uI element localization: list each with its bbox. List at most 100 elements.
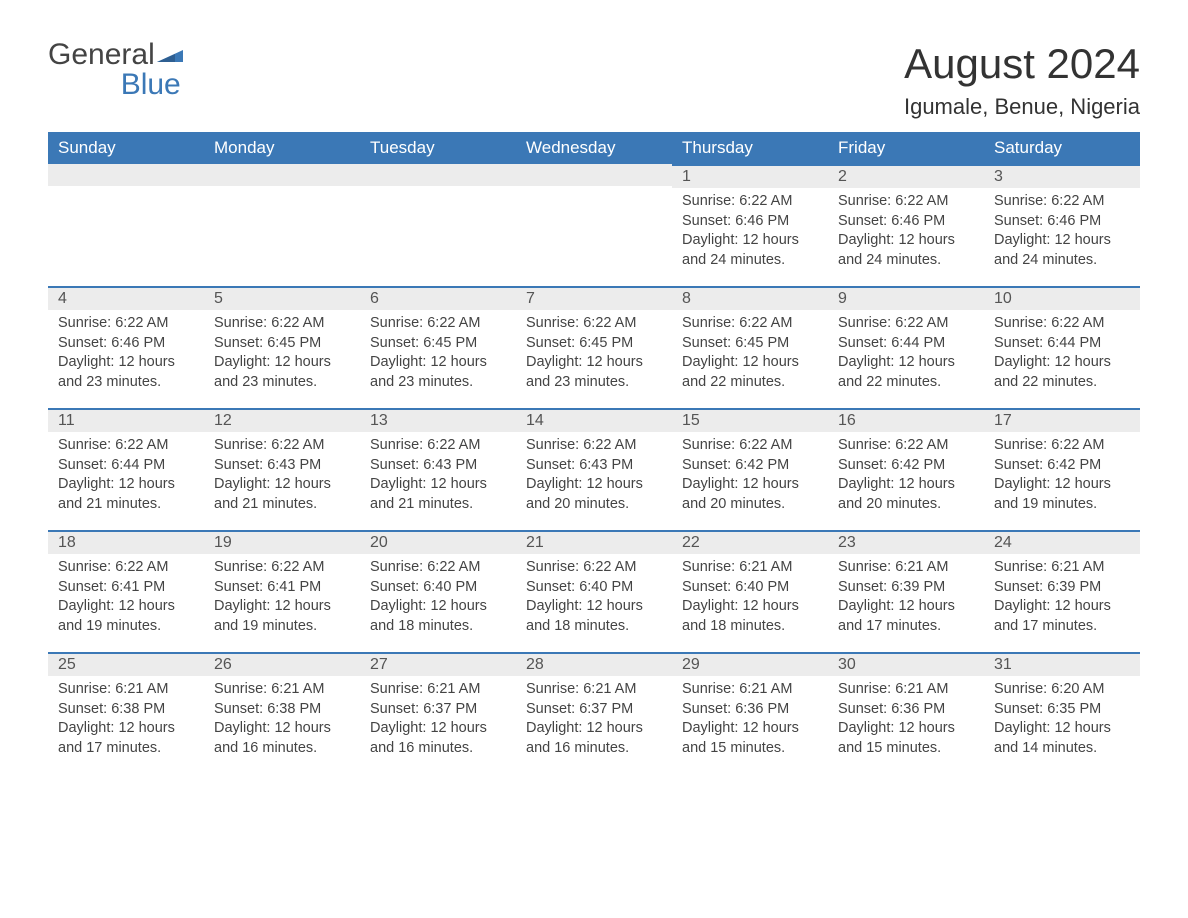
day-daylight2: and 18 minutes. (682, 617, 818, 637)
day-cell: 24Sunrise: 6:21 AMSunset: 6:39 PMDayligh… (984, 530, 1140, 652)
column-header: Friday (828, 132, 984, 164)
day-sunrise: Sunrise: 6:22 AM (214, 558, 350, 578)
empty-cell (516, 164, 672, 286)
day-cell: 9Sunrise: 6:22 AMSunset: 6:44 PMDaylight… (828, 286, 984, 408)
day-daylight1: Daylight: 12 hours (526, 719, 662, 739)
day-details: Sunrise: 6:21 AMSunset: 6:38 PMDaylight:… (204, 676, 360, 762)
day-cell: 12Sunrise: 6:22 AMSunset: 6:43 PMDayligh… (204, 408, 360, 530)
day-sunset: Sunset: 6:42 PM (682, 456, 818, 476)
day-number: 6 (360, 286, 516, 310)
day-details: Sunrise: 6:22 AMSunset: 6:46 PMDaylight:… (984, 188, 1140, 274)
day-sunrise: Sunrise: 6:22 AM (838, 192, 974, 212)
day-number: 4 (48, 286, 204, 310)
day-daylight1: Daylight: 12 hours (682, 353, 818, 373)
day-sunset: Sunset: 6:42 PM (994, 456, 1130, 476)
day-daylight2: and 22 minutes. (682, 373, 818, 393)
day-sunrise: Sunrise: 6:21 AM (682, 680, 818, 700)
day-daylight1: Daylight: 12 hours (994, 231, 1130, 251)
day-daylight2: and 20 minutes. (838, 495, 974, 515)
day-sunrise: Sunrise: 6:21 AM (838, 558, 974, 578)
day-daylight1: Daylight: 12 hours (214, 719, 350, 739)
day-sunset: Sunset: 6:41 PM (214, 578, 350, 598)
day-daylight1: Daylight: 12 hours (58, 475, 194, 495)
day-sunset: Sunset: 6:37 PM (370, 700, 506, 720)
calendar-week: 1Sunrise: 6:22 AMSunset: 6:46 PMDaylight… (48, 164, 1140, 286)
day-cell: 27Sunrise: 6:21 AMSunset: 6:37 PMDayligh… (360, 652, 516, 774)
day-details: Sunrise: 6:22 AMSunset: 6:45 PMDaylight:… (672, 310, 828, 396)
day-sunrise: Sunrise: 6:21 AM (214, 680, 350, 700)
day-sunset: Sunset: 6:45 PM (526, 334, 662, 354)
calendar-week: 4 Sunrise: 6:22 AM Sunset: 6:46 PM Daylight… (48, 286, 1140, 408)
day-details: Sunrise: 6:22 AMSunset: 6:44 PMDaylight:… (48, 432, 204, 518)
day-sunset: Sunset: 6:43 PM (526, 456, 662, 476)
day-daylight2: and 23 minutes. (214, 373, 350, 393)
day-daylight2: and 16 minutes. (526, 739, 662, 759)
day-details: Sunrise: 6:22 AMSunset: 6:45 PMDaylight:… (516, 310, 672, 396)
day-details: Sunrise: 6:22 AMSunset: 6:45 PMDaylight:… (204, 310, 360, 396)
day-daylight2: and 17 minutes. (994, 617, 1130, 637)
day-daylight1: Daylight: 12 hours (526, 475, 662, 495)
day-daylight1: Daylight: 12 hours (682, 597, 818, 617)
column-header: Tuesday (360, 132, 516, 164)
day-daylight2: and 18 minutes. (370, 617, 506, 637)
empty-day-bar (360, 164, 516, 186)
day-details: Sunrise: 6:22 AMSunset: 6:44 PMDaylight:… (984, 310, 1140, 396)
day-details: Sunrise: 6:22 AMSunset: 6:46 PMDaylight:… (828, 188, 984, 274)
day-details: Sunrise: 6:22 AMSunset: 6:46 PMDaylight:… (672, 188, 828, 274)
day-sunrise: Sunrise: 6:22 AM (994, 192, 1130, 212)
empty-day-bar (204, 164, 360, 186)
day-details: Sunrise: 6:22 AMSunset: 6:42 PMDaylight:… (672, 432, 828, 518)
day-number: 23 (828, 530, 984, 554)
day-cell: 23Sunrise: 6:21 AMSunset: 6:39 PMDayligh… (828, 530, 984, 652)
day-cell: 2Sunrise: 6:22 AMSunset: 6:46 PMDaylight… (828, 164, 984, 286)
day-sunrise: Sunrise: 6:22 AM (526, 314, 662, 334)
day-details: Sunrise: 6:22 AMSunset: 6:41 PMDaylight:… (48, 554, 204, 640)
day-sunset: Sunset: 6:46 PM (58, 334, 194, 354)
day-sunrise: Sunrise: 6:22 AM (214, 314, 350, 334)
day-cell: 5Sunrise: 6:22 AMSunset: 6:45 PMDaylight… (204, 286, 360, 408)
day-daylight1: Daylight: 12 hours (58, 597, 194, 617)
day-cell: 21Sunrise: 6:22 AMSunset: 6:40 PMDayligh… (516, 530, 672, 652)
day-sunrise: Sunrise: 6:21 AM (994, 558, 1130, 578)
day-number: 2 (828, 164, 984, 188)
day-cell: 30Sunrise: 6:21 AMSunset: 6:36 PMDayligh… (828, 652, 984, 774)
day-sunrise: Sunrise: 6:22 AM (994, 314, 1130, 334)
calendar-week: 11Sunrise: 6:22 AMSunset: 6:44 PMDayligh… (48, 408, 1140, 530)
day-sunset: Sunset: 6:45 PM (214, 334, 350, 354)
day-cell: 28 Sunrise: 6:21 AMSunset: 6:37 PMDayligh… (516, 652, 672, 774)
day-sunrise: Sunrise: 6:22 AM (370, 558, 506, 578)
day-number: 27 (360, 652, 516, 676)
day-sunrise: Sunrise: 6:22 AM (838, 314, 974, 334)
day-daylight2: and 19 minutes. (58, 617, 194, 637)
day-daylight1: Daylight: 12 hours (994, 475, 1130, 495)
day-number: 8 (672, 286, 828, 310)
day-sunset: Sunset: 6:43 PM (214, 456, 350, 476)
day-sunset: Sunset: 6:37 PM (526, 700, 662, 720)
day-daylight1: Daylight: 12 hours (994, 353, 1130, 373)
day-number: 28 (516, 652, 672, 676)
day-cell: 15Sunrise: 6:22 AMSunset: 6:42 PMDayligh… (672, 408, 828, 530)
column-header: Monday (204, 132, 360, 164)
logo: General Blue (48, 40, 183, 100)
day-number: 15 (672, 408, 828, 432)
day-cell: 6Sunrise: 6:22 AMSunset: 6:45 PMDaylight… (360, 286, 516, 408)
day-sunset: Sunset: 6:44 PM (58, 456, 194, 476)
column-header: Wednesday (516, 132, 672, 164)
day-details: Sunrise: 6:22 AMSunset: 6:44 PMDaylight:… (828, 310, 984, 396)
day-details: Sunrise: 6:21 AMSunset: 6:36 PMDaylight:… (828, 676, 984, 762)
day-daylight1: Daylight: 12 hours (682, 719, 818, 739)
day-sunrise: Sunrise: 6:21 AM (526, 680, 662, 700)
day-sunset: Sunset: 6:46 PM (994, 212, 1130, 232)
day-sunrise: Sunrise: 6:21 AM (682, 558, 818, 578)
day-number: 24 (984, 530, 1140, 554)
day-cell: 20Sunrise: 6:22 AMSunset: 6:40 PMDayligh… (360, 530, 516, 652)
logo-text-general: General (48, 40, 155, 70)
day-number: 19 (204, 530, 360, 554)
day-cell: 26Sunrise: 6:21 AMSunset: 6:38 PMDayligh… (204, 652, 360, 774)
day-daylight2: and 21 minutes. (370, 495, 506, 515)
day-daylight2: and 19 minutes. (214, 617, 350, 637)
day-sunset: Sunset: 6:40 PM (370, 578, 506, 598)
day-cell: 29Sunrise: 6:21 AMSunset: 6:36 PMDayligh… (672, 652, 828, 774)
day-daylight2: and 19 minutes. (994, 495, 1130, 515)
calendar-week: 18Sunrise: 6:22 AMSunset: 6:41 PMDayligh… (48, 530, 1140, 652)
